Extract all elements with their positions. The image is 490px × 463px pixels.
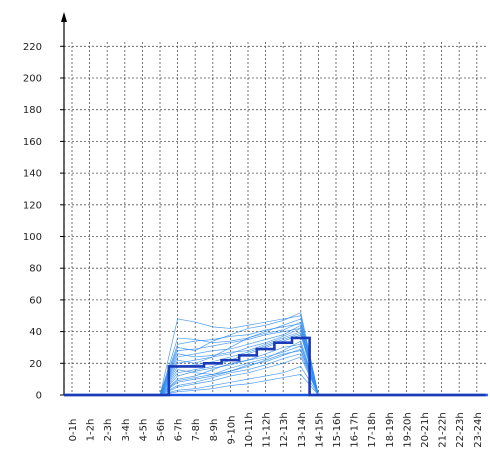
x-tick-label: 5-6h — [156, 419, 167, 442]
x-tick-label: 10-11h — [244, 412, 255, 447]
series-line-highlight — [64, 336, 486, 397]
y-axis-arrow-icon — [61, 12, 67, 22]
y-tick-label: 100 — [23, 232, 42, 243]
x-tick-labels: 0-1h 1-2h 2-3h 3-4h 4-5h 5-6h 6-7h 7-8h 8-9h 9-10… — [68, 412, 484, 447]
y-tick-label: 40 — [29, 327, 42, 338]
x-tick-label: 17-18h — [367, 412, 378, 447]
x-tick-label: 0-1h — [68, 419, 79, 442]
x-tick-label: 20-21h — [420, 412, 431, 447]
x-tick-label: 13-14h — [297, 412, 308, 447]
y-tick-label: 80 — [29, 264, 42, 275]
y-tick-label: 160 — [23, 137, 42, 148]
x-tick-label: 15-16h — [332, 412, 343, 447]
x-tick-label: 4-5h — [138, 419, 149, 442]
y-tick-label: 0 — [36, 391, 42, 402]
y-tick-label: 20 — [29, 359, 42, 370]
y-tick-label: 120 — [23, 200, 42, 211]
x-tick-label: 19-20h — [402, 412, 413, 447]
y-tick-label: 180 — [23, 105, 42, 116]
x-tick-label: 2-3h — [103, 419, 114, 442]
x-tick-label: 18-19h — [385, 412, 396, 447]
x-tick-label: 9-10h — [226, 415, 237, 444]
y-tick-label: 60 — [29, 295, 42, 306]
x-tick-label: 14-15h — [314, 412, 325, 447]
y-tick-label: 200 — [23, 74, 42, 85]
x-tick-label: 7-8h — [191, 419, 202, 442]
series-line — [64, 350, 488, 396]
x-tick-label: 22-23h — [455, 412, 466, 447]
grid — [64, 42, 488, 395]
x-tick-label: 23-24h — [473, 412, 484, 447]
series-group — [64, 312, 488, 397]
x-tick-label: 1-2h — [86, 419, 97, 442]
x-tick-label: 11-12h — [262, 412, 273, 447]
x-tick-label: 12-13h — [279, 412, 290, 447]
x-tick-label: 8-9h — [209, 419, 220, 442]
x-tick-label: 6-7h — [174, 419, 185, 442]
y-tick-label: 140 — [23, 169, 42, 180]
y-tick-label: 220 — [23, 42, 42, 53]
x-tick-label: 21-22h — [438, 412, 449, 447]
y-tick-labels: 0 20 40 60 80 100 120 140 160 180 200 220 — [23, 42, 42, 402]
x-tick-label: 3-4h — [121, 419, 132, 442]
x-tick-label: 16-17h — [350, 412, 361, 447]
